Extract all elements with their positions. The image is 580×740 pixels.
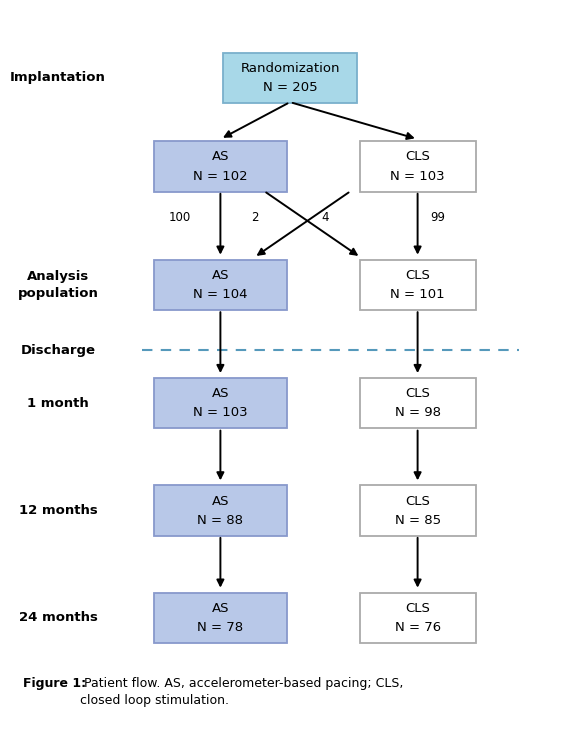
FancyBboxPatch shape bbox=[360, 260, 476, 310]
Text: CLS
N = 103: CLS N = 103 bbox=[390, 150, 445, 183]
Text: CLS
N = 101: CLS N = 101 bbox=[390, 269, 445, 301]
Text: AS
N = 102: AS N = 102 bbox=[193, 150, 248, 183]
Text: CLS
N = 98: CLS N = 98 bbox=[394, 387, 441, 420]
Text: 100: 100 bbox=[169, 211, 191, 224]
FancyBboxPatch shape bbox=[360, 593, 476, 643]
FancyBboxPatch shape bbox=[223, 53, 357, 103]
Text: 4: 4 bbox=[321, 211, 328, 224]
FancyBboxPatch shape bbox=[154, 485, 287, 536]
FancyBboxPatch shape bbox=[154, 378, 287, 428]
Text: Implantation: Implantation bbox=[10, 71, 106, 84]
Text: AS
N = 78: AS N = 78 bbox=[197, 602, 244, 634]
Text: AS
N = 88: AS N = 88 bbox=[197, 494, 244, 527]
Text: CLS
N = 76: CLS N = 76 bbox=[394, 602, 441, 634]
Text: 1 month: 1 month bbox=[27, 397, 89, 410]
Text: AS
N = 104: AS N = 104 bbox=[193, 269, 248, 301]
Text: Discharge: Discharge bbox=[20, 343, 96, 357]
FancyBboxPatch shape bbox=[360, 378, 476, 428]
FancyBboxPatch shape bbox=[154, 593, 287, 643]
FancyBboxPatch shape bbox=[154, 260, 287, 310]
Text: 99: 99 bbox=[430, 211, 445, 224]
Text: Analysis
population: Analysis population bbox=[17, 270, 99, 300]
Text: AS
N = 103: AS N = 103 bbox=[193, 387, 248, 420]
FancyBboxPatch shape bbox=[360, 485, 476, 536]
Text: 24 months: 24 months bbox=[19, 611, 97, 625]
FancyBboxPatch shape bbox=[154, 141, 287, 192]
Text: 2: 2 bbox=[252, 211, 259, 224]
Text: Randomization
N = 205: Randomization N = 205 bbox=[240, 61, 340, 94]
Text: Patient flow. AS, accelerometer-based pacing; CLS,
closed loop stimulation.: Patient flow. AS, accelerometer-based pa… bbox=[80, 677, 404, 707]
Text: CLS
N = 85: CLS N = 85 bbox=[394, 494, 441, 527]
Text: Figure 1:: Figure 1: bbox=[23, 677, 86, 690]
Text: 12 months: 12 months bbox=[19, 504, 97, 517]
FancyBboxPatch shape bbox=[360, 141, 476, 192]
